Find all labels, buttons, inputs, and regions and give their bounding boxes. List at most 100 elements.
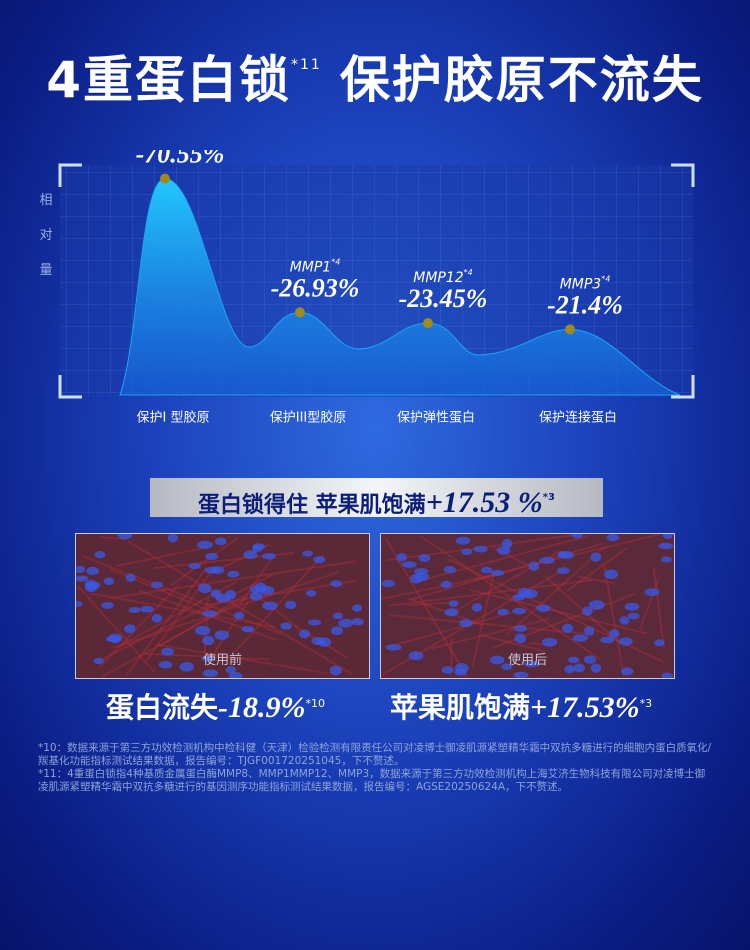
nucleus <box>583 655 597 664</box>
nucleus <box>86 566 100 576</box>
cell-image <box>76 534 369 678</box>
nucleus <box>608 629 620 639</box>
fiber <box>203 597 210 655</box>
nucleus <box>523 661 540 668</box>
series-note: *4 <box>331 257 340 266</box>
nucleus <box>541 637 558 647</box>
nucleus <box>161 647 174 656</box>
point <box>160 173 170 184</box>
nucleus <box>418 554 431 563</box>
title-main: 4重蛋白锁 <box>46 51 291 109</box>
footnote: *10：数据来源于第三方功效检测机构中检科健（天津）检验检测有限责任公司对凌博士… <box>38 742 712 767</box>
nucleus <box>461 548 473 556</box>
nucleus <box>536 604 551 612</box>
image-after: 使用后 <box>380 533 675 679</box>
nucleus <box>564 664 575 674</box>
nucleus <box>619 616 630 625</box>
frame-corners <box>58 163 695 399</box>
nucleus <box>557 567 570 574</box>
point <box>423 318 433 329</box>
nucleus <box>606 534 620 542</box>
nucleus <box>440 580 452 589</box>
image-label: 使用后 <box>507 653 547 668</box>
nucleus <box>490 569 505 577</box>
nucleus <box>103 577 115 586</box>
nucleus <box>101 602 114 609</box>
result: 蛋白流失-18.9%*10 <box>106 686 325 726</box>
cell-image <box>381 534 674 678</box>
nucleus <box>621 667 634 676</box>
footnote: *11：4重蛋白锁指4种基质金属蛋白酶MMP8、MMP1MMP12、MMP3，数… <box>38 768 706 793</box>
nucleus <box>204 566 220 574</box>
nucleus <box>188 563 201 570</box>
value-label: -23.45% <box>399 284 488 313</box>
nucleus <box>480 566 493 574</box>
series-name-text: MMP3 <box>560 276 602 292</box>
fiber <box>469 588 647 635</box>
nucleus <box>225 666 236 674</box>
value-label: -26.93% <box>271 273 360 302</box>
nucleus <box>214 537 227 546</box>
nucleus <box>512 607 527 615</box>
value-label: -70.55% <box>136 150 225 169</box>
nucleus <box>150 581 163 589</box>
image-before: 使用前 <box>75 533 370 679</box>
nucleus <box>662 534 674 540</box>
nucleus <box>202 635 215 646</box>
nucleus <box>514 633 527 644</box>
nucleus <box>658 542 674 550</box>
nucleus <box>501 538 513 549</box>
nucleus <box>317 637 332 647</box>
nucleus <box>140 605 154 613</box>
fiber <box>82 555 284 636</box>
nucleus <box>252 544 263 552</box>
fiber <box>98 583 180 669</box>
nucleus <box>572 634 588 642</box>
nucleus <box>305 589 317 597</box>
nucleus <box>654 639 665 647</box>
title: 4重蛋白锁*11 保护胶原不流失 <box>0 40 750 112</box>
nucleus <box>329 665 342 676</box>
fiber <box>145 567 215 662</box>
nucleus <box>590 552 602 562</box>
category-label: 保护I 型胶原 <box>137 410 210 426</box>
fiber <box>115 546 209 568</box>
fiber <box>471 569 496 668</box>
nucleus <box>233 611 245 620</box>
series-name-text: MMP1 <box>290 259 332 275</box>
fiber <box>418 535 588 582</box>
nucleus <box>661 556 672 563</box>
nucleus <box>167 534 179 543</box>
nucleus <box>573 663 585 673</box>
nucleus <box>396 553 407 562</box>
nucleus <box>227 570 240 578</box>
category-label: 保护连接蛋白 <box>539 410 617 426</box>
nucleus <box>201 655 215 662</box>
banner: 蛋白锁得住 苹果肌饱满+17.53 %*3 <box>150 478 603 519</box>
fiber <box>652 566 666 650</box>
nucleus <box>584 626 595 636</box>
nucleus <box>459 619 473 628</box>
value-label: -21.4% <box>547 290 623 319</box>
nucleus <box>448 600 459 607</box>
nucleus <box>571 534 583 539</box>
nucleus <box>313 555 326 564</box>
nucleus <box>408 651 424 661</box>
nucleus <box>202 669 218 678</box>
fiber <box>544 575 619 643</box>
nucleus <box>249 591 263 601</box>
series-note: *4 <box>601 274 610 283</box>
point <box>565 324 575 335</box>
point <box>295 307 305 318</box>
nucleus <box>604 569 619 580</box>
nucleus <box>262 552 277 560</box>
nucleus <box>441 666 454 674</box>
nucleus <box>197 540 213 549</box>
nucleus <box>501 663 513 670</box>
series-name: MMP12*4 <box>413 268 473 287</box>
fiber <box>101 596 249 678</box>
fiber <box>232 554 324 655</box>
nucleus <box>108 633 123 644</box>
nucleus <box>215 593 231 603</box>
